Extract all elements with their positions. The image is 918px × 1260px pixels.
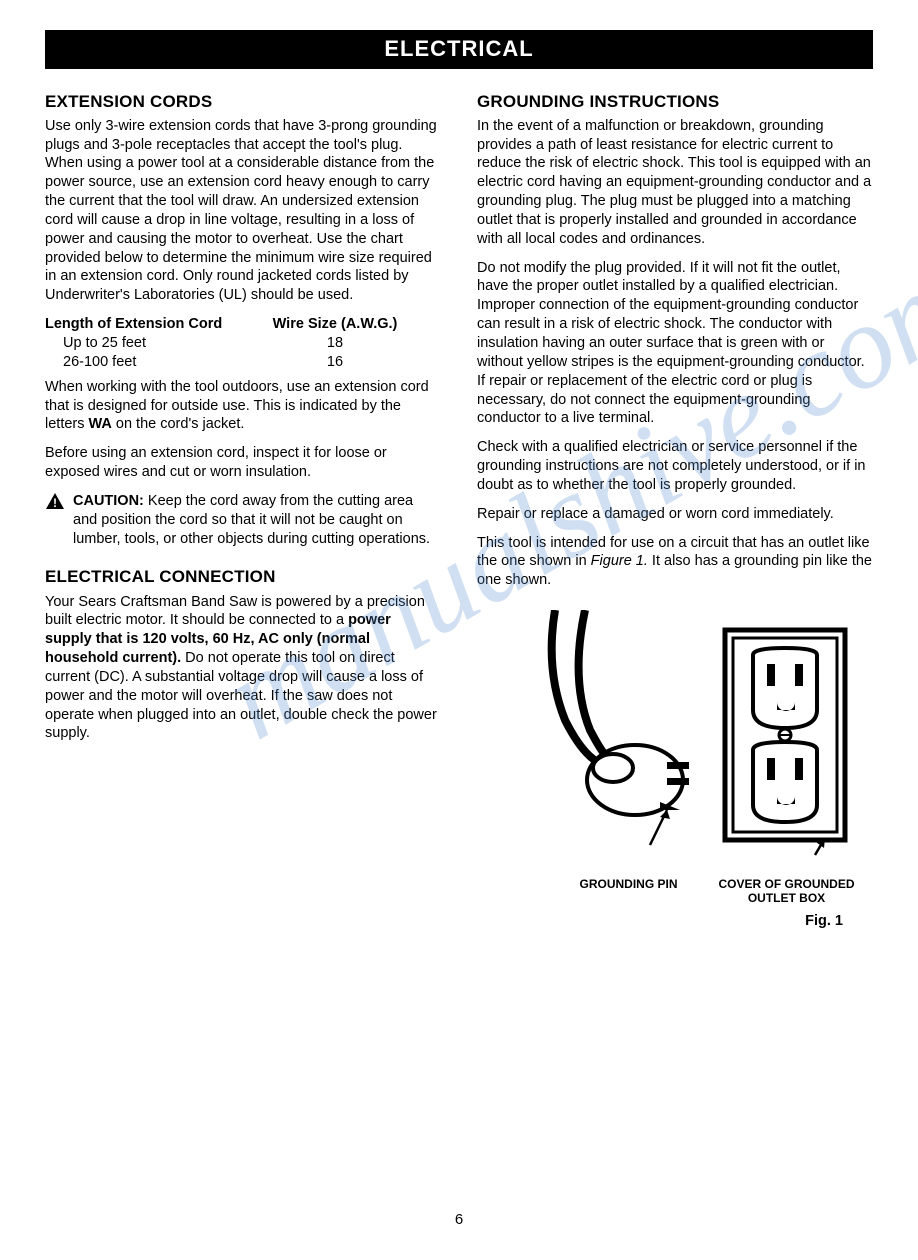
caution-block: ! CAUTION: Keep the cord away from the c…	[45, 492, 441, 549]
figure-1: GROUNDING PIN COVER OF GROUNDED OUTLET B…	[477, 610, 873, 930]
table-row: 26-100 feet 16	[45, 353, 441, 372]
paragraph: When working with the tool outdoors, use…	[45, 378, 441, 435]
paragraph: Your Sears Craftsman Band Saw is powered…	[45, 593, 441, 744]
figure-label-grounding-pin: GROUNDING PIN	[574, 878, 684, 906]
heading-electrical-connection: ELECTRICAL CONNECTION	[45, 566, 441, 588]
table-header-row: Length of Extension Cord Wire Size (A.W.…	[45, 315, 441, 334]
svg-text:!: !	[53, 496, 57, 510]
warning-icon: !	[45, 492, 73, 549]
page-number: 6	[45, 1210, 873, 1230]
table-row: Up to 25 feet 18	[45, 334, 441, 353]
table-cell: 26-100 feet	[63, 353, 265, 372]
paragraph: In the event of a malfunction or breakdo…	[477, 117, 873, 249]
caution-label: CAUTION:	[73, 493, 144, 509]
paragraph: Check with a qualified electrician or se…	[477, 438, 873, 495]
left-column: EXTENSION CORDS Use only 3-wire extensio…	[45, 91, 441, 931]
table-cell: Up to 25 feet	[63, 334, 265, 353]
table-cell: 18	[265, 334, 405, 353]
paragraph: This tool is intended for use on a circu…	[477, 534, 873, 591]
paragraph: Repair or replace a damaged or worn cord…	[477, 505, 873, 524]
text: on the cord's jacket.	[112, 416, 245, 432]
right-column: GROUNDING INSTRUCTIONS In the event of a…	[477, 91, 873, 931]
figure-caption: Fig. 1	[477, 912, 873, 931]
paragraph: Before using an extension cord, inspect …	[45, 444, 441, 482]
table-cell: 16	[265, 353, 405, 372]
heading-grounding: GROUNDING INSTRUCTIONS	[477, 91, 873, 113]
section-header: ELECTRICAL	[45, 30, 873, 69]
figure-label-outlet-box: COVER OF GROUNDED OUTLET BOX	[707, 878, 867, 906]
text-bold: WA	[89, 416, 112, 432]
paragraph: Use only 3-wire extension cords that hav…	[45, 117, 441, 305]
heading-extension-cords: EXTENSION CORDS	[45, 91, 441, 113]
table-header-wire: Wire Size (A.W.G.)	[265, 315, 405, 334]
paragraph: Do not modify the plug provided. If it w…	[477, 259, 873, 429]
table-header-length: Length of Extension Cord	[45, 315, 265, 334]
caution-text: CAUTION: Keep the cord away from the cut…	[73, 492, 441, 549]
text-italic: Figure 1.	[591, 553, 648, 569]
two-column-layout: EXTENSION CORDS Use only 3-wire extensio…	[45, 91, 873, 931]
